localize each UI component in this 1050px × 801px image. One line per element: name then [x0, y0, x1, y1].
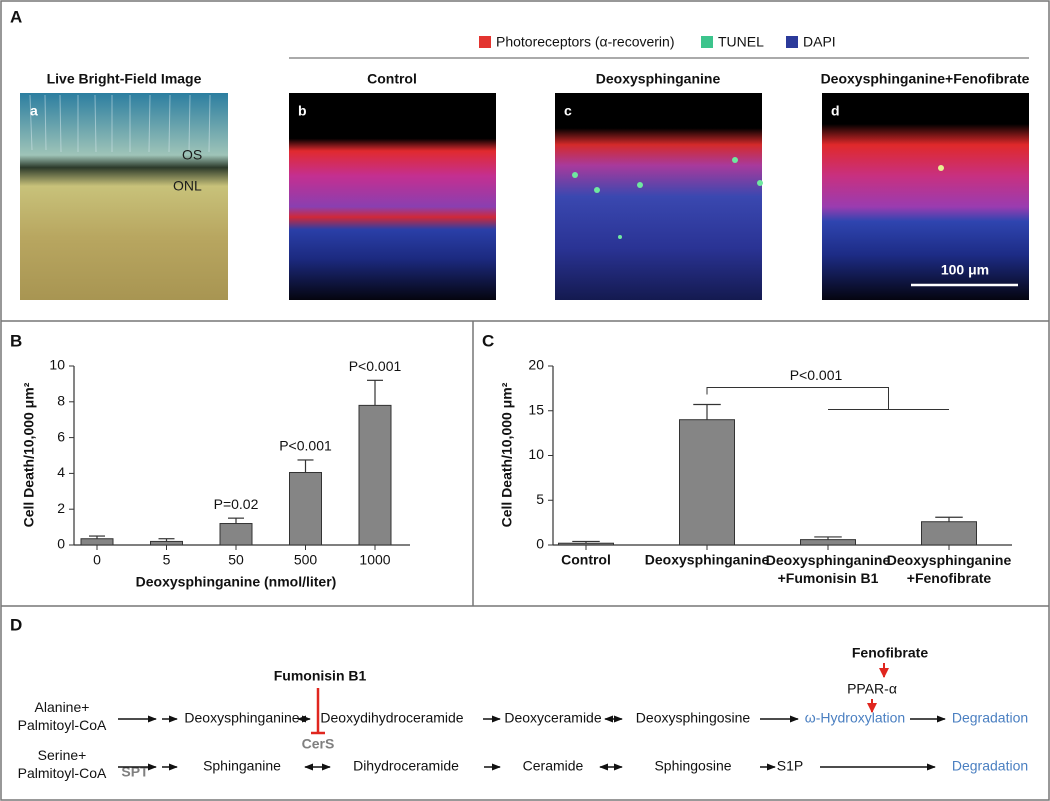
bar: [679, 419, 735, 546]
metabolite: Deoxyceramide: [504, 710, 601, 726]
bar: [219, 523, 253, 546]
layer-label: ONL: [173, 178, 202, 194]
process: Degradation: [952, 710, 1028, 726]
panel-label: C: [482, 331, 494, 350]
receptor: PPAR-α: [847, 681, 897, 697]
y-tick-label: 5: [536, 491, 544, 507]
activation: [867, 663, 889, 713]
legend-swatch: [701, 36, 713, 48]
legend-label: DAPI: [803, 34, 836, 50]
metabolite: Deoxysphinganine: [184, 710, 299, 726]
y-axis-title: Cell Death/10,000 μm²: [21, 382, 37, 527]
x-tick-label: Deoxysphinganine +Fenofibrate: [887, 552, 1012, 586]
y-tick-label: 4: [57, 464, 65, 480]
scale-label: 100 μm: [941, 262, 989, 278]
x-tick-label: Control: [561, 552, 611, 568]
inhibitor: Fumonisin B1: [274, 668, 367, 684]
layer-label: OS: [182, 147, 202, 163]
legend-swatch: [479, 36, 491, 48]
x-axis-title: Deoxysphinganine (nmol/liter): [136, 574, 337, 590]
x-tick-label: Deoxysphinganine: [645, 552, 770, 568]
image-letter: b: [298, 103, 307, 119]
enzyme: CerS: [302, 736, 335, 752]
process: ω-Hydroxylation: [805, 710, 905, 726]
y-tick-label: 0: [57, 536, 65, 552]
enzyme: SPT: [121, 764, 149, 780]
legend-label: Photoreceptors (α-recoverin): [496, 34, 675, 50]
x-tick-label: 1000: [359, 552, 390, 568]
annotation: P<0.001: [790, 367, 843, 383]
y-tick-label: 10: [49, 357, 65, 373]
x-tick-label: 50: [228, 552, 244, 568]
metabolite: Ceramide: [523, 758, 584, 774]
bracket: [706, 386, 889, 410]
metabolite: Deoxydihydroceramide: [320, 710, 463, 726]
image-title: Deoxysphinganine+Fenofibrate: [821, 71, 1030, 87]
legend-label: TUNEL: [718, 34, 764, 50]
x-tick-label: Deoxysphinganine +Fumonisin B1: [766, 552, 891, 586]
metabolite: S1P: [777, 758, 803, 774]
image-letter: c: [564, 103, 572, 119]
bar: [558, 542, 614, 546]
annotation: P=0.02: [214, 496, 259, 512]
y-axis-title: Cell Death/10,000 μm²: [499, 382, 515, 527]
bar: [358, 404, 392, 546]
y-tick-label: 10: [528, 446, 544, 462]
substrate: Serine+ Palmitoyl-CoA: [18, 747, 107, 781]
y-tick-label: 8: [57, 393, 65, 409]
image-letter: a: [30, 103, 38, 119]
y-tick-label: 6: [57, 428, 65, 444]
y-tick-label: 15: [528, 401, 544, 417]
bar: [921, 521, 977, 546]
metabolite: Deoxysphingosine: [636, 710, 751, 726]
panel-label: B: [10, 331, 22, 350]
y-tick-label: 2: [57, 500, 65, 516]
panel-label: A: [10, 7, 22, 26]
image-title: Live Bright-Field Image: [47, 71, 202, 87]
x-tick-label: 5: [163, 552, 171, 568]
bar: [150, 540, 183, 546]
x-tick-label: 500: [294, 552, 318, 568]
metabolite: Sphingosine: [654, 758, 731, 774]
metabolite: Sphinganine: [203, 758, 281, 774]
micrograph: [20, 93, 1029, 300]
pathway-arrows: [118, 715, 946, 771]
image-title: Deoxysphinganine: [596, 71, 721, 87]
bar: [289, 472, 322, 546]
x-tick-label: 0: [93, 552, 101, 568]
bar: [80, 538, 114, 546]
y-tick-label: 20: [528, 357, 544, 373]
panel-label: D: [10, 615, 22, 634]
process: Degradation: [952, 758, 1028, 774]
image-title: Control: [367, 71, 417, 87]
substrate: Alanine+ Palmitoyl-CoA: [18, 699, 107, 733]
metabolite: Dihydroceramide: [353, 758, 459, 774]
y-tick-label: 0: [536, 536, 544, 552]
annotation: P<0.001: [349, 358, 402, 374]
image-letter: d: [831, 103, 840, 119]
annotation: P<0.001: [279, 438, 332, 454]
bar: [800, 539, 856, 546]
inhibition: [311, 688, 325, 735]
activator: Fenofibrate: [852, 645, 928, 661]
legend-swatch: [786, 36, 798, 48]
